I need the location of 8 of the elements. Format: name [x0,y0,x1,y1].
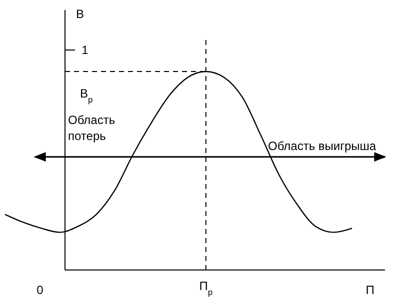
text: 0 [36,283,44,297]
annotation: Область выигрыша [268,139,376,153]
ref-line-label: В$_{р}$ [80,86,94,105]
y-axis-title: В [76,7,84,21]
x-axis-title: П [366,283,374,297]
annotation: Область потерь [68,113,116,143]
text: П$_{р}$ [199,279,213,297]
text: 1 [82,43,89,57]
